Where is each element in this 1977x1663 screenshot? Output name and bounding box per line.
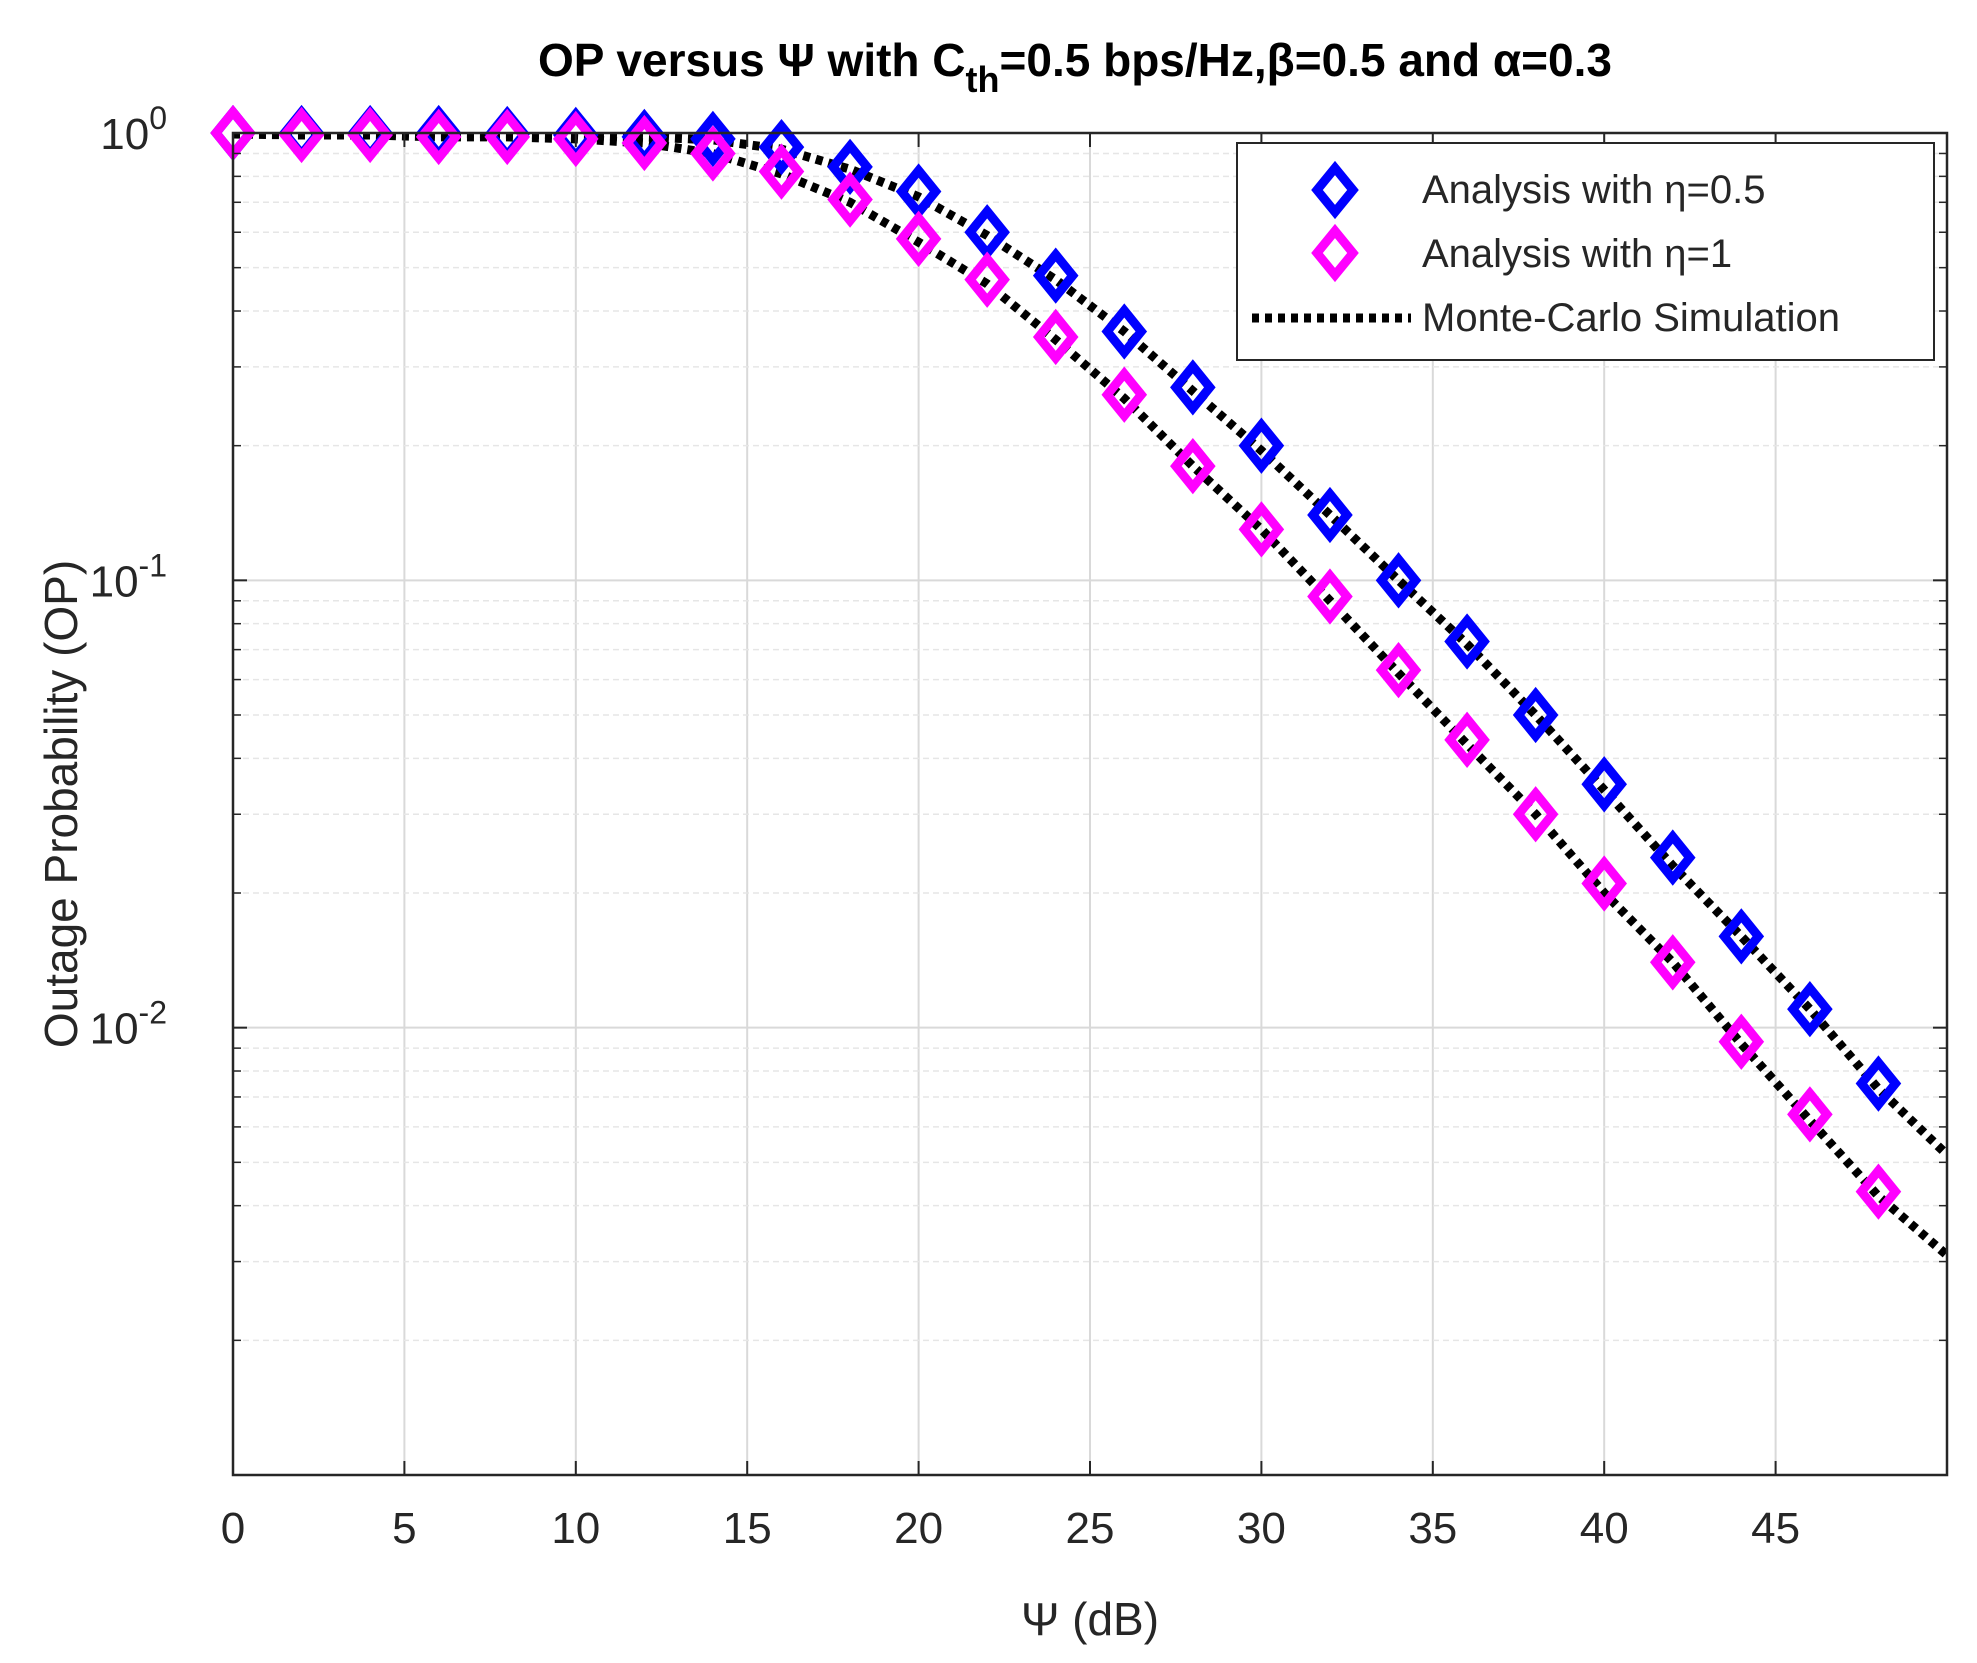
data-point-analysis_eta_0_5 [1307,486,1353,544]
legend-label-simulation: Monte-Carlo Simulation [1422,296,1840,340]
data-point-analysis_eta_0_5 [1581,756,1627,813]
chart-title-rest: =0.5 bps/Hz,β=0.5 and α=0.3 [1000,34,1612,86]
data-point-analysis_eta_0_5 [1032,247,1079,304]
data-point-analysis_eta_0_5 [1170,359,1216,416]
data-point-analysis_eta_1 [1101,366,1148,423]
x-tick-label: 15 [723,1504,772,1553]
series-layer [210,104,1947,1259]
data-point-analysis_eta_1 [827,171,873,228]
legend-item-simulation: Monte-Carlo Simulation [1252,296,1840,340]
series-analysis_eta_1 [210,104,1902,1220]
data-point-analysis_eta_1 [621,114,668,172]
legend-item-analysis-eta-0-5: Analysis with η=0.5 [1311,160,1766,220]
data-point-analysis_eta_1 [1032,308,1079,366]
data-point-analysis_eta_1 [895,210,942,267]
legend: Analysis with η=0.5 Analysis with η=1 Mo… [1236,142,1935,361]
x-tick-label: 30 [1237,1504,1286,1553]
y-axis-label: Outage Probability (OP) [35,560,87,1048]
data-point-analysis_eta_1 [1512,786,1559,843]
x-tick-label: 25 [1066,1504,1115,1553]
chart-title-main: OP versus Ψ with C [538,34,966,86]
data-point-analysis_eta_0_5 [1512,686,1559,744]
data-point-analysis_eta_0_5 [1444,613,1490,670]
data-point-analysis_eta_1 [484,108,531,166]
data-point-analysis_eta_1 [415,108,462,166]
data-point-analysis_eta_0_5 [1238,417,1285,474]
data-point-analysis_eta_0_5 [1718,908,1765,965]
legend-item-analysis-eta-1: Analysis with η=1 [1311,223,1732,283]
data-point-analysis_eta_0_5 [1375,552,1422,609]
data-point-analysis_eta_1 [1170,437,1216,495]
data-point-analysis_eta_1 [1718,1013,1765,1070]
data-point-analysis_eta_1 [1444,711,1490,768]
x-tick-label: 5 [392,1504,416,1553]
x-tick-label: 40 [1580,1504,1629,1553]
data-point-analysis_eta_1 [964,251,1010,308]
y-tick-label: 100 [100,100,167,159]
data-point-analysis_eta_1 [690,125,736,182]
x-tick-label: 20 [894,1504,943,1553]
data-point-analysis_eta_0_5 [758,118,805,176]
data-point-analysis_eta_0_5 [1855,1055,1902,1112]
legend-label-analysis-eta-0-5: Analysis with η=0.5 [1422,168,1766,212]
chart-title-subscript: th [966,59,1000,100]
x-tick-label: 0 [221,1504,245,1553]
data-point-analysis_eta_1 [1787,1086,1833,1143]
data-point-analysis_eta_0_5 [1787,980,1833,1038]
x-tick-label: 10 [551,1504,600,1553]
data-point-analysis_eta_0_5 [1649,829,1696,886]
legend-label-analysis-eta-1: Analysis with η=1 [1422,232,1732,276]
y-tick-label: 10-1 [90,547,167,606]
data-point-analysis_eta_1 [1581,855,1627,912]
data-point-analysis_eta_0_5 [827,138,873,196]
data-point-analysis_eta_1 [758,143,805,200]
data-point-analysis_eta_1 [1375,641,1422,699]
data-point-analysis_eta_1 [1238,501,1285,558]
ticks: 0 5 10 15 20 25 30 35 40 45 100 10-1 10-2 [90,100,1947,1553]
y-tick-label: 10-2 [90,995,167,1054]
legend-marker-magenta-diamond [1311,223,1359,283]
data-point-analysis_eta_1 [1649,934,1696,991]
legend-marker-blue-diamond [1311,160,1359,220]
data-point-analysis_eta_0_5 [1101,303,1148,360]
x-tick-label: 45 [1751,1504,1800,1553]
data-point-analysis_eta_1 [1855,1163,1902,1220]
grid [232,132,1947,1475]
data-point-analysis_eta_1 [1307,568,1353,625]
data-point-analysis_eta_1 [278,106,325,164]
x-axis-label: Ψ (dB) [1021,1593,1159,1645]
x-tick-label: 35 [1408,1504,1457,1553]
data-point-analysis_eta_1 [347,106,393,164]
chart-title: OP versus Ψ with Cth=0.5 bps/Hz,β=0.5 an… [538,34,1612,100]
